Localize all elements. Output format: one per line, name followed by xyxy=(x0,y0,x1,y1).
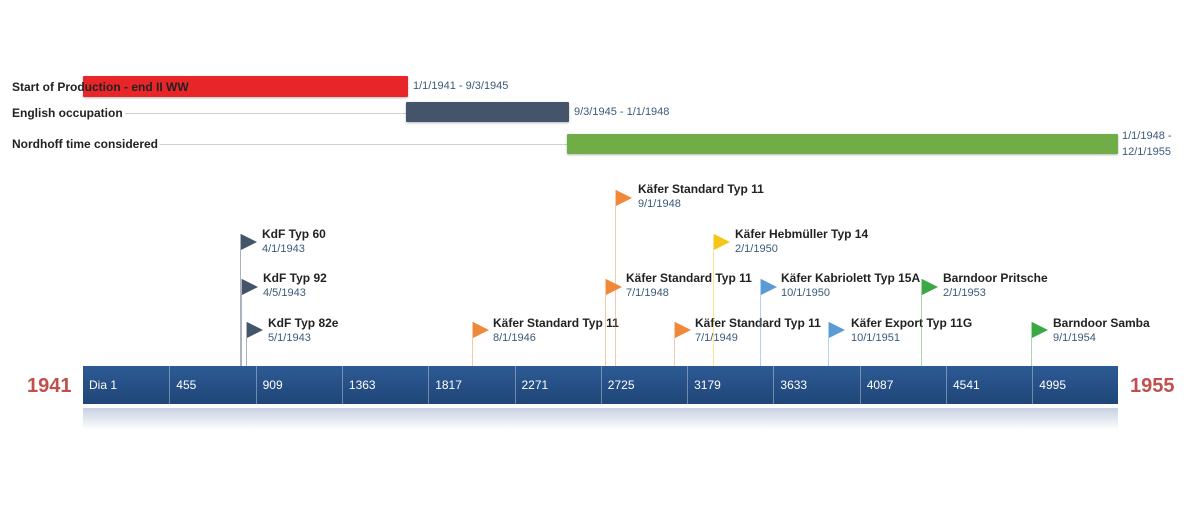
milestone-title: Käfer Standard Typ 11 xyxy=(626,271,752,285)
axis-tick-label: 3179 xyxy=(687,366,721,404)
milestone-date: 4/1/1943 xyxy=(262,243,305,255)
milestone-title: Käfer Standard Typ 11 xyxy=(493,316,619,330)
flag-icon xyxy=(675,322,691,338)
axis-tick-label: 4995 xyxy=(1032,366,1066,404)
axis-tick-label: 3633 xyxy=(773,366,807,404)
flag-icon xyxy=(473,322,489,338)
axis-tick-label: 4541 xyxy=(946,366,980,404)
phase-bar-english-occupation[interactable] xyxy=(406,102,569,122)
flag-icon xyxy=(761,279,777,295)
axis-tick-label: 1363 xyxy=(341,366,376,404)
milestone-title: Käfer Standard Typ 11 xyxy=(638,182,764,196)
milestone-date: 10/1/1951 xyxy=(851,332,900,344)
axis-tick-label: 2725 xyxy=(600,366,635,404)
axis-tick-label: 4087 xyxy=(859,366,893,404)
milestone-pole xyxy=(1031,322,1032,366)
milestone-pole xyxy=(240,234,241,366)
flag-icon xyxy=(922,279,938,295)
row-guide-line xyxy=(12,113,406,114)
milestone-date: 2/1/1950 xyxy=(735,243,778,255)
milestone-date: 7/1/1948 xyxy=(626,287,669,299)
milestone-title: Barndoor Samba xyxy=(1053,316,1150,330)
axis-tick-label: Dia 1 xyxy=(89,378,118,392)
timeline-axis: Dia 1 455 909 1363 1817 2271 2725 3179 3633 4087 4… xyxy=(83,366,1118,404)
milestone-pole xyxy=(921,279,922,366)
phase-dates-start: 1/1/1948 - xyxy=(1122,130,1172,142)
milestone-date: 7/1/1949 xyxy=(695,332,738,344)
milestone-title: Käfer Kabriolett Typ 15A xyxy=(781,271,921,285)
phase-label: English occupation xyxy=(12,106,125,120)
flag-icon xyxy=(241,234,257,250)
milestone-pole xyxy=(828,322,829,366)
flag-icon xyxy=(616,190,632,206)
start-year: 1941 xyxy=(27,375,72,397)
axis-tick-label: 455 xyxy=(169,366,196,404)
milestone-title: KdF Typ 82e xyxy=(268,316,339,330)
axis-tick-label: 909 xyxy=(255,366,283,404)
milestone-date: 2/1/1953 xyxy=(943,287,986,299)
phase-bar-nordhoff[interactable] xyxy=(567,134,1118,154)
end-year: 1955 xyxy=(1130,375,1175,397)
phase-bar-production[interactable] xyxy=(83,76,408,97)
milestone-date: 4/5/1943 xyxy=(263,287,306,299)
flag-icon xyxy=(247,322,263,338)
phase-dates-end: 12/1/1955 xyxy=(1122,146,1171,158)
flag-icon xyxy=(606,279,622,295)
milestone-pole xyxy=(472,322,473,366)
flag-icon xyxy=(242,279,258,295)
milestone-title: Käfer Standard Typ 11 xyxy=(695,316,821,330)
flag-icon xyxy=(829,322,845,338)
milestone-pole xyxy=(760,279,761,366)
row-guide-line xyxy=(12,144,567,145)
milestone-date: 9/1/1948 xyxy=(638,198,681,210)
milestone-title: Käfer Hebmüller Typ 14 xyxy=(735,227,869,241)
milestone-pole xyxy=(615,190,616,366)
phase-dates: 1/1/1941 - 9/3/1945 xyxy=(413,80,509,92)
milestone-date: 8/1/1946 xyxy=(493,332,536,344)
milestone-title: Käfer Export Typ 11G xyxy=(851,316,973,330)
milestone-title: KdF Typ 60 xyxy=(262,227,326,241)
milestone-pole xyxy=(605,279,606,366)
flag-icon xyxy=(714,234,730,250)
axis-tick-label: 1817 xyxy=(428,366,462,404)
axis-reflection xyxy=(83,408,1118,430)
flag-icon xyxy=(1032,322,1048,338)
milestone-pole xyxy=(246,322,247,366)
milestone-title: KdF Typ 92 xyxy=(263,271,327,285)
milestone-title: Barndoor Pritsche xyxy=(943,271,1048,285)
milestone-date: 10/1/1950 xyxy=(781,287,830,299)
axis-tick-label: 2271 xyxy=(514,366,548,404)
phase-label: Nordhoff time considered xyxy=(12,137,161,151)
phase-dates: 9/3/1945 - 1/1/1948 xyxy=(574,106,670,118)
milestone-pole xyxy=(674,322,675,366)
milestone-pole xyxy=(713,234,714,366)
phase-label: Start of Production - end II WW xyxy=(12,80,189,94)
milestone-pole xyxy=(241,279,242,366)
milestone-date: 9/1/1954 xyxy=(1053,332,1096,344)
milestone-date: 5/1/1943 xyxy=(268,332,311,344)
